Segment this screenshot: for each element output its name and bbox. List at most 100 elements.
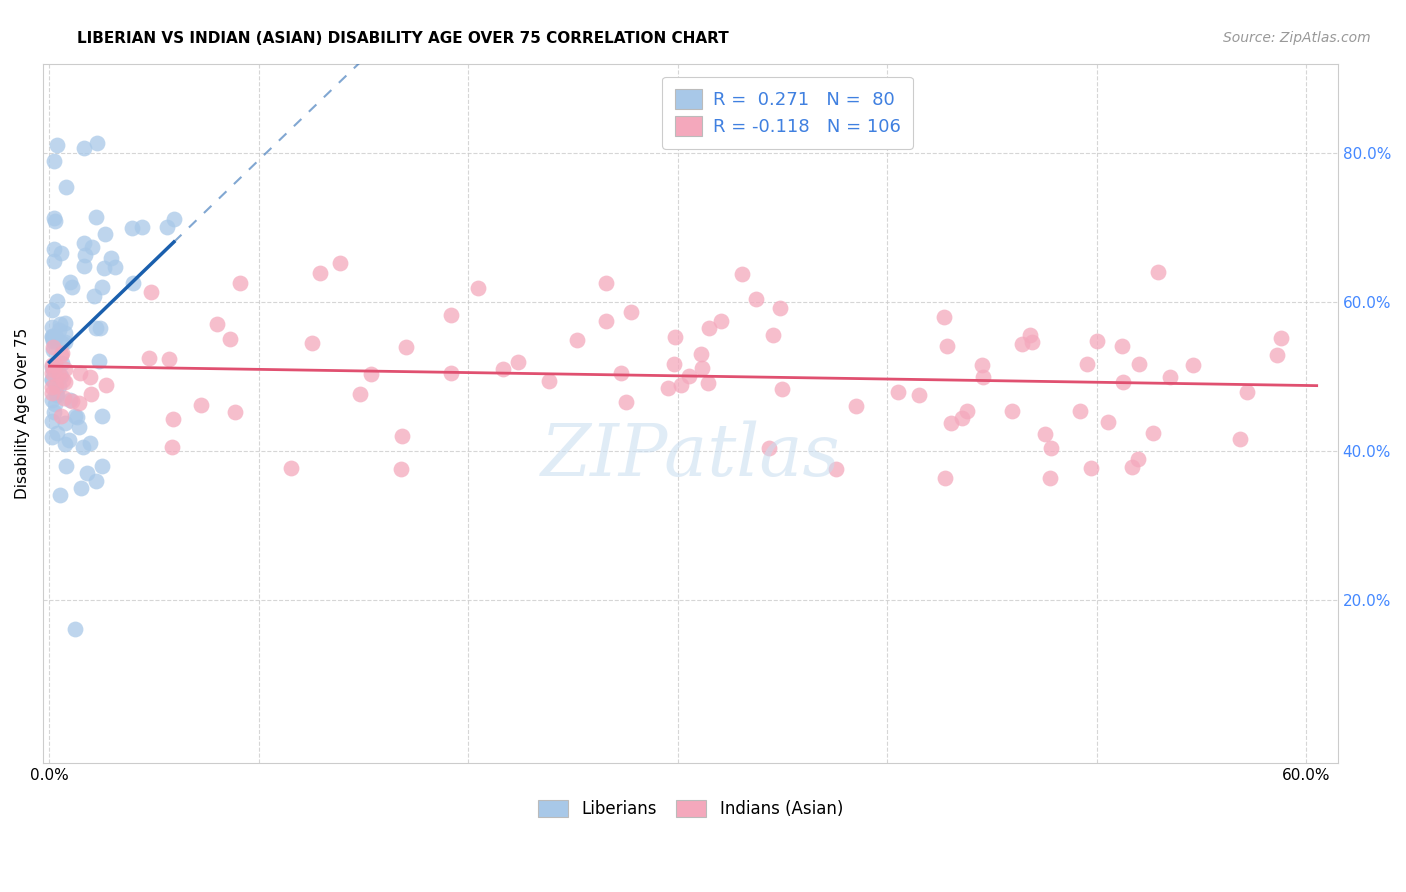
Point: [42, 330, 65, 344]
Point: [506, 355, 529, 369]
Point: [44, 397, 66, 411]
Point: [565, 333, 588, 347]
Point: [90, 458, 112, 473]
Point: [45, 293, 67, 308]
Point: [76, 466, 98, 480]
Point: [939, 417, 962, 431]
Point: [42, 343, 65, 358]
Point: [53, 416, 76, 430]
Point: [664, 357, 686, 371]
Point: [84, 210, 107, 224]
Point: [100, 251, 122, 265]
Point: [44, 377, 66, 392]
Point: [53, 326, 76, 340]
Point: [1039, 441, 1062, 455]
Point: [41, 373, 63, 387]
Point: [41, 330, 63, 344]
Point: [887, 385, 910, 400]
Point: [950, 411, 973, 425]
Point: [692, 360, 714, 375]
Point: [53, 334, 76, 349]
Point: [90, 280, 112, 294]
Point: [1011, 337, 1033, 351]
Point: [657, 381, 679, 395]
Point: [1147, 265, 1170, 279]
Point: [595, 314, 617, 328]
Point: [94, 227, 117, 241]
Point: [69, 366, 91, 380]
Point: [1018, 327, 1040, 342]
Point: [845, 399, 868, 413]
Point: [48, 378, 70, 392]
Point: [908, 388, 931, 402]
Point: [1069, 404, 1091, 418]
Point: [89, 320, 111, 334]
Point: [205, 317, 228, 331]
Point: [51, 335, 73, 350]
Point: [970, 358, 993, 372]
Point: [664, 329, 686, 343]
Point: [41, 329, 63, 343]
Point: [219, 332, 242, 346]
Point: [42, 332, 65, 346]
Point: [53, 316, 76, 330]
Point: [42, 211, 65, 226]
Point: [309, 266, 332, 280]
Point: [44, 213, 66, 227]
Point: [1270, 331, 1292, 345]
Point: [41, 380, 63, 394]
Point: [53, 436, 76, 450]
Point: [770, 382, 793, 396]
Point: [66, 410, 89, 425]
Point: [731, 267, 754, 281]
Point: [67, 420, 90, 434]
Point: [41, 372, 63, 386]
Point: [934, 310, 956, 325]
Y-axis label: Disability Age Over 75: Disability Age Over 75: [15, 328, 30, 500]
Point: [60, 393, 83, 408]
Point: [41, 393, 63, 408]
Point: [94, 377, 117, 392]
Point: [41, 414, 63, 428]
Point: [440, 366, 463, 380]
Point: [1097, 415, 1119, 429]
Point: [59, 393, 82, 408]
Point: [79, 436, 101, 450]
Point: [1128, 357, 1150, 371]
Point: [75, 248, 97, 262]
Point: [710, 313, 733, 327]
Point: [669, 378, 692, 392]
Legend: Liberians, Indians (Asian): Liberians, Indians (Asian): [531, 793, 849, 825]
Point: [160, 440, 183, 454]
Point: [595, 276, 617, 290]
Point: [395, 340, 418, 354]
Point: [41, 429, 63, 443]
Point: [55, 458, 77, 473]
Point: [697, 376, 720, 390]
Point: [41, 320, 63, 334]
Point: [825, 462, 848, 476]
Point: [138, 351, 160, 365]
Point: [80, 387, 103, 401]
Point: [280, 460, 302, 475]
Point: [360, 367, 382, 381]
Point: [349, 387, 371, 401]
Point: [46, 137, 69, 152]
Point: [745, 292, 768, 306]
Point: [49, 368, 72, 383]
Point: [163, 212, 186, 227]
Point: [48, 367, 70, 381]
Point: [391, 429, 413, 443]
Point: [156, 219, 179, 234]
Point: [139, 285, 162, 300]
Point: [53, 392, 76, 406]
Point: [41, 340, 63, 354]
Text: ZIPatlas: ZIPatlas: [540, 420, 841, 491]
Point: [45, 387, 67, 401]
Point: [609, 366, 631, 380]
Point: [1112, 376, 1135, 390]
Point: [46, 425, 69, 440]
Point: [1080, 460, 1102, 475]
Point: [70, 481, 93, 495]
Point: [72, 141, 94, 155]
